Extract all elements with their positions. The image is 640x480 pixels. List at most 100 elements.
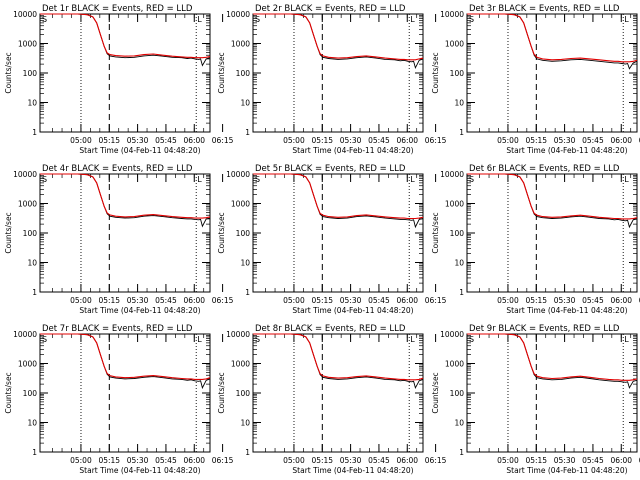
lld-marker: L	[197, 175, 202, 184]
x-tick-label: 06:00	[396, 136, 418, 145]
x-tick-label: 06:00	[610, 296, 632, 305]
x-tick-label: 06:00	[610, 456, 632, 465]
x-tick-label: 05:30	[340, 136, 362, 145]
saa-marker: S	[469, 335, 474, 344]
y-tick-label: 1000	[231, 40, 250, 49]
y-axis-label: Counts/sec	[431, 212, 440, 253]
y-tick-label: 10000	[440, 330, 464, 339]
x-tick-label: 06:00	[183, 456, 205, 465]
panel-title: Det 1r BLACK = Events, RED = LLD	[42, 4, 193, 14]
x-tick-label: 05:15	[98, 136, 120, 145]
y-tick-label: 1	[459, 128, 464, 137]
x-tick-label: 05:15	[525, 296, 547, 305]
y-tick-label: 1000	[445, 360, 464, 369]
y-tick-label: 10000	[226, 170, 250, 179]
x-tick-label: 05:15	[311, 136, 333, 145]
y-tick-label: 1000	[231, 360, 250, 369]
x-tick-label: 05:45	[582, 296, 604, 305]
y-tick-label: 100	[236, 69, 251, 78]
y-tick-label: 10	[240, 419, 250, 428]
x-tick-label: 05:15	[525, 136, 547, 145]
saa-marker: S	[469, 175, 474, 184]
x-tick-label: 05:15	[98, 296, 120, 305]
lld-series-line	[253, 173, 424, 220]
lld-marker: L	[410, 15, 415, 24]
saa-marker: S	[42, 335, 47, 344]
saa-marker: S	[42, 15, 47, 24]
y-tick-label: 100	[23, 389, 38, 398]
y-tick-label: 1	[32, 288, 37, 297]
x-tick-label: 05:45	[155, 136, 177, 145]
panel-title: Det 4r BLACK = Events, RED = LLD	[42, 164, 193, 174]
y-axis-label: Counts/sec	[4, 52, 13, 93]
x-tick-label: 05:30	[127, 456, 149, 465]
y-axis-label: Counts/sec	[431, 372, 440, 413]
lld-series-line	[467, 13, 638, 63]
x-tick-label: 06:15	[212, 456, 234, 465]
x-tick-label: 05:45	[155, 456, 177, 465]
x-tick-label: 06:15	[425, 296, 447, 305]
y-tick-label: 10000	[13, 10, 37, 19]
detector-panel: Det 6r BLACK = Events, RED = LLD 1 10 100 10…	[431, 164, 640, 315]
y-tick-label: 100	[23, 229, 38, 238]
x-tick-label: 05:15	[311, 456, 333, 465]
x-tick-label: 05:45	[582, 456, 604, 465]
x-tick-label: 05:30	[340, 296, 362, 305]
panel-title: Det 7r BLACK = Events, RED = LLD	[42, 324, 193, 334]
x-tick-label: 05:00	[283, 456, 305, 465]
y-tick-label: 10	[240, 99, 250, 108]
x-tick-label: 05:00	[497, 296, 519, 305]
y-tick-label: 1	[245, 128, 250, 137]
lld-series-line	[467, 333, 638, 381]
x-tick-label: 06:15	[639, 456, 640, 465]
y-axis-label: Counts/sec	[217, 52, 226, 93]
y-tick-label: 1	[32, 128, 37, 137]
x-axis-label: Start Time (04-Feb-11 04:48:20)	[79, 146, 200, 155]
x-tick-label: 05:00	[70, 296, 92, 305]
y-tick-label: 100	[236, 389, 251, 398]
x-tick-label: 06:15	[212, 136, 234, 145]
lld-marker: L	[624, 335, 629, 344]
y-axis-label: Counts/sec	[217, 372, 226, 413]
lld-series-line	[253, 333, 424, 381]
saa-marker: S	[255, 335, 260, 344]
x-tick-label: 05:30	[127, 136, 149, 145]
panel-title: Det 8r BLACK = Events, RED = LLD	[255, 324, 406, 334]
panel-title: Det 6r BLACK = Events, RED = LLD	[469, 164, 620, 174]
lld-marker: L	[410, 335, 415, 344]
detector-panel: Det 5r BLACK = Events, RED = LLD 1 10 100 10…	[217, 164, 447, 315]
y-tick-label: 100	[23, 69, 38, 78]
lld-marker: L	[624, 15, 629, 24]
x-axis-label: Start Time (04-Feb-11 04:48:20)	[292, 306, 413, 315]
panel-title: Det 5r BLACK = Events, RED = LLD	[255, 164, 406, 174]
x-tick-label: 05:45	[368, 456, 390, 465]
y-tick-label: 10	[454, 259, 464, 268]
panel-title: Det 9r BLACK = Events, RED = LLD	[469, 324, 620, 334]
x-tick-label: 05:45	[368, 296, 390, 305]
detector-panel: Det 8r BLACK = Events, RED = LLD 1 10 100 10…	[217, 324, 447, 475]
y-tick-label: 1	[32, 448, 37, 457]
detector-panel: Det 3r BLACK = Events, RED = LLD 1 10 100 10…	[431, 4, 640, 155]
x-tick-label: 05:15	[98, 456, 120, 465]
lld-marker: L	[624, 175, 629, 184]
y-tick-label: 10	[454, 419, 464, 428]
y-axis-label: Counts/sec	[4, 372, 13, 413]
y-tick-label: 1	[459, 288, 464, 297]
x-tick-label: 06:00	[610, 136, 632, 145]
x-tick-label: 05:45	[368, 136, 390, 145]
y-tick-label: 100	[450, 69, 465, 78]
panel-grid: Det 1r BLACK = Events, RED = LLD11010010…	[4, 4, 640, 475]
y-tick-label: 1000	[18, 360, 37, 369]
y-axis-label: Counts/sec	[4, 212, 13, 253]
lld-series-line	[40, 13, 211, 59]
x-tick-label: 06:15	[425, 136, 447, 145]
lld-marker: L	[197, 15, 202, 24]
detector-panel: Det 9r BLACK = Events, RED = LLD 1 10 100 10…	[431, 324, 640, 475]
x-axis-label: Start Time (04-Feb-11 04:48:20)	[506, 306, 627, 315]
x-tick-label: 05:30	[554, 136, 576, 145]
lld-series-line	[467, 173, 638, 220]
x-tick-label: 05:30	[127, 296, 149, 305]
y-tick-label: 10	[240, 259, 250, 268]
